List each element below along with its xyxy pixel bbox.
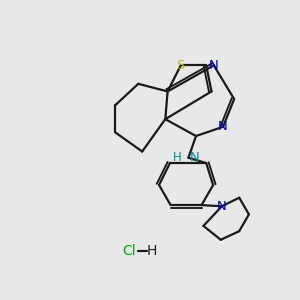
Text: H: H <box>146 244 157 258</box>
Text: S: S <box>177 59 185 72</box>
Text: Cl: Cl <box>123 244 136 258</box>
Text: H: H <box>173 151 182 164</box>
Text: N: N <box>209 59 219 72</box>
Text: N: N <box>218 120 228 133</box>
Text: N: N <box>217 200 227 213</box>
Text: N: N <box>190 151 199 164</box>
